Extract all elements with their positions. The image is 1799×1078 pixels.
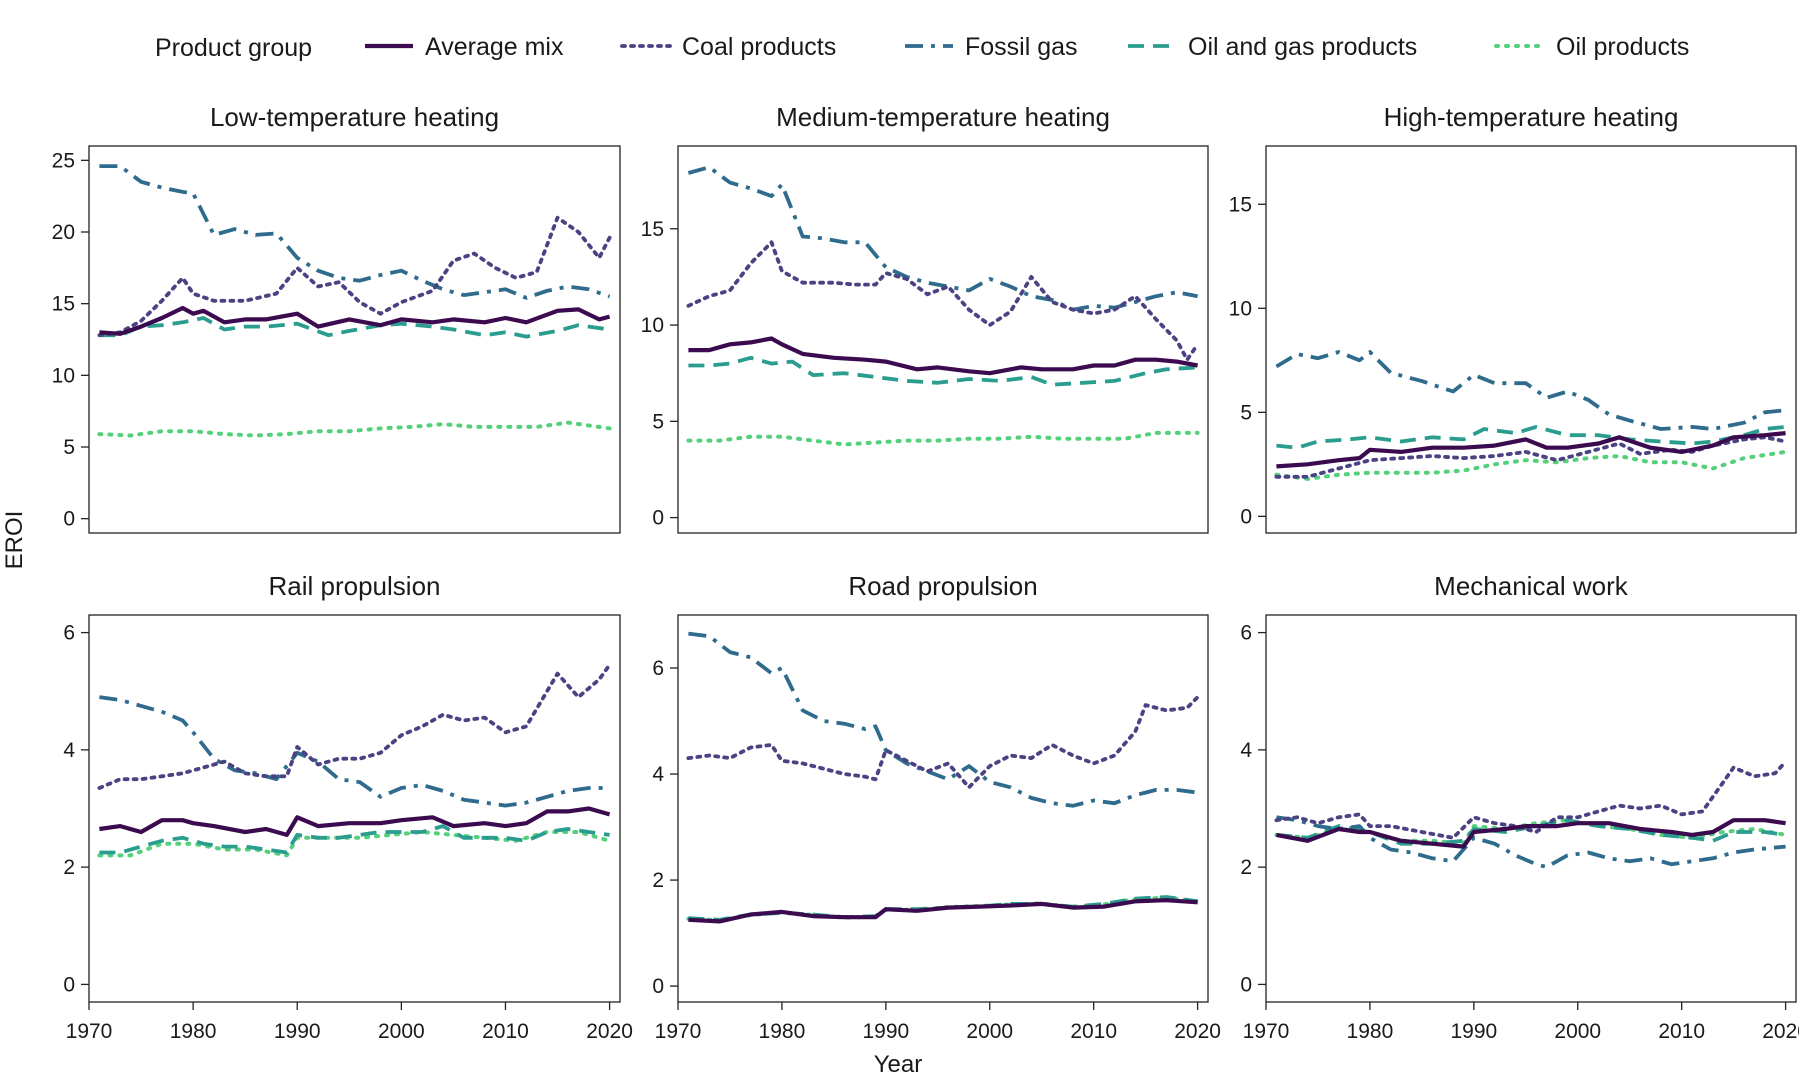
y-tick-label: 10 (641, 314, 664, 337)
series-line-fossil-gas (688, 631, 1198, 808)
plot-frame (677, 614, 1209, 1003)
y-tick-label: 4 (63, 739, 75, 762)
series-line-average-mix (1276, 818, 1786, 849)
y-tick-label: 10 (52, 364, 75, 387)
panel-road-propulsion: Road propulsion 0 2 4 6 1970 1980 1990 2000 2010 2… (652, 571, 1221, 1043)
panel-title: Mechanical work (1434, 571, 1629, 601)
y-tick-label: 15 (641, 218, 664, 241)
panels: Low-temperature heating0510152025Medium-… (52, 102, 1799, 1043)
series-line-oil-products (97, 420, 612, 438)
x-tick-label: 2000 (966, 1020, 1013, 1043)
x-tick-label: 1970 (655, 1020, 702, 1043)
y-axis-label: EROI (1, 511, 28, 570)
x-tick-label: 1970 (1243, 1020, 1290, 1043)
series-line-oil-and-gas-products (99, 316, 610, 339)
series-line-fossil-gas (1275, 350, 1786, 431)
series-line-average-mix (99, 806, 611, 838)
x-tick-label: 1980 (170, 1020, 217, 1043)
legend-label-oil-products: Oil products (1556, 33, 1689, 61)
series-line-coal-products (686, 695, 1200, 790)
y-tick-label: 0 (652, 975, 664, 998)
y-tick-label: 5 (652, 410, 664, 433)
legend-label-average-mix: Average mix (425, 33, 564, 61)
legend-title: Product group (155, 34, 312, 62)
legend-label-coal-products: Coal products (682, 33, 836, 61)
y-tick-label: 2 (63, 856, 75, 879)
x-tick-label: 1980 (1347, 1020, 1394, 1043)
series-line-fossil-gas (99, 695, 610, 808)
panel-title: Rail propulsion (269, 571, 441, 601)
series-line-average-mix (688, 336, 1198, 376)
series-line-fossil-gas (687, 165, 1198, 312)
panel-title: Road propulsion (848, 571, 1037, 601)
panel-rail-propulsion: Rail propulsion 0 2 4 6 1970 1980 1990 2000 2010 2… (63, 571, 633, 1043)
x-axis-label: Year (874, 1051, 923, 1078)
panel-high-temperature-heating: High-temperature heating 0 5 10 15 (1229, 102, 1797, 534)
series-line-average-mix (1276, 431, 1786, 469)
x-tick-label: 1990 (862, 1020, 909, 1043)
legend: Product group Average mix Coal products Fo… (155, 33, 1689, 62)
y-tick-label: 5 (1240, 401, 1252, 424)
legend-label-fossil-gas: Fossil gas (965, 33, 1078, 61)
series-line-oil-products (1274, 449, 1788, 481)
series-line-average-mix (688, 898, 1198, 924)
x-tick-label: 2000 (1554, 1020, 1601, 1043)
series-line-oil-and-gas-products (99, 824, 610, 855)
x-tick-label: 2020 (1174, 1020, 1221, 1043)
y-tick-label: 0 (63, 973, 75, 996)
x-tick-label: 1990 (274, 1020, 321, 1043)
series-line-oil-products (686, 430, 1200, 447)
series-line-average-mix (99, 305, 611, 336)
y-tick-label: 25 (52, 149, 75, 172)
y-tick-label: 6 (652, 657, 664, 680)
series-line-coal-products (97, 662, 612, 790)
y-tick-label: 0 (1240, 505, 1252, 528)
x-tick-label: 2020 (586, 1020, 633, 1043)
y-tick-label: 20 (52, 221, 75, 244)
x-tick-label: 2010 (1070, 1020, 1117, 1043)
y-tick-label: 2 (652, 869, 664, 892)
x-tick-label: 2010 (1658, 1020, 1705, 1043)
series-line-coal-products (686, 240, 1200, 362)
y-tick-label: 15 (1229, 193, 1252, 216)
x-tick-label: 2000 (378, 1020, 425, 1043)
panel-mechanical-work: Mechanical work 0 2 4 6 1970 1980 1990 2000 2010 2… (1240, 571, 1799, 1043)
y-tick-label: 15 (52, 293, 75, 316)
y-tick-label: 0 (652, 507, 664, 530)
plot-frame (88, 145, 621, 534)
plot-frame (1265, 614, 1797, 1003)
x-tick-label: 1980 (759, 1020, 806, 1043)
x-tick-label: 2020 (1762, 1020, 1799, 1043)
y-tick-label: 4 (1240, 739, 1252, 762)
y-tick-label: 6 (1240, 622, 1252, 645)
y-tick-label: 0 (1240, 973, 1252, 996)
panel-title: High-temperature heating (1384, 102, 1679, 132)
y-tick-label: 6 (63, 622, 75, 645)
plot-frame (88, 614, 621, 1003)
y-tick-label: 2 (1240, 856, 1252, 879)
y-tick-label: 4 (652, 763, 664, 786)
series-line-oil-products (97, 830, 612, 858)
series-line-coal-products (97, 215, 612, 338)
plot-frame (1265, 145, 1797, 534)
x-tick-label: 2010 (482, 1020, 529, 1043)
panel-title: Low-temperature heating (210, 102, 499, 132)
series-line-oil-and-gas-products (688, 355, 1198, 387)
plot-frame (677, 145, 1209, 534)
panel-title: Medium-temperature heating (776, 102, 1110, 132)
panel-low-temperature-heating: Low-temperature heating 0 5 10 15 20 25 (52, 102, 621, 534)
series-line-oil-and-gas-products (1276, 424, 1786, 450)
legend-label-oil-and-gas-products: Oil and gas products (1188, 33, 1417, 61)
x-tick-label: 1990 (1450, 1020, 1497, 1043)
y-tick-label: 0 (63, 508, 75, 531)
y-tick-label: 5 (63, 436, 75, 459)
series-line-fossil-gas (99, 164, 611, 300)
panel-medium-temperature-heating: Medium-temperature heating 0 5 10 15 (641, 102, 1209, 534)
y-tick-label: 10 (1229, 297, 1252, 320)
x-tick-label: 1970 (66, 1020, 113, 1043)
series-line-fossil-gas (1276, 815, 1786, 869)
